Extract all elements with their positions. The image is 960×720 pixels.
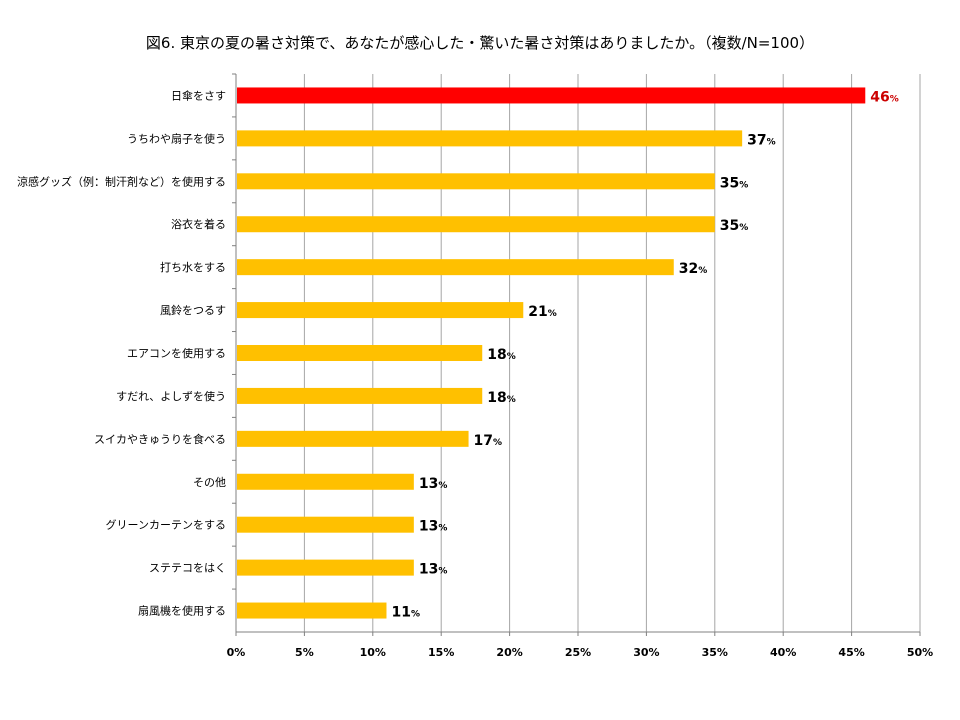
category-label: 涼感グッズ（例：制汗剤など）を使用する: [17, 174, 226, 188]
category-label: すだれ、よしずを使う: [116, 390, 226, 403]
category-label: 風鈴をつるす: [160, 303, 226, 317]
data-label: 18%: [487, 347, 516, 363]
category-label: うちわや扇子を使う: [127, 131, 226, 145]
category-label: グリーンカーテンをする: [106, 518, 226, 532]
axes: [232, 73, 921, 636]
data-label: 46%: [870, 89, 899, 105]
data-label: 17%: [474, 433, 503, 449]
bar: [237, 387, 483, 404]
x-tick-label: 10%: [360, 646, 386, 659]
x-tick-label: 15%: [428, 646, 454, 659]
bar: [237, 130, 743, 147]
category-label: 扇風機を使用する: [138, 604, 226, 618]
bar: [237, 430, 469, 447]
x-tick-label: 5%: [295, 646, 314, 659]
data-label: 11%: [391, 605, 420, 621]
data-label: 13%: [419, 562, 448, 578]
bar: [237, 516, 414, 533]
data-label: 18%: [487, 390, 516, 406]
bar: [237, 602, 387, 619]
bar: [237, 345, 483, 361]
bar: [237, 173, 715, 190]
x-tick-label: 45%: [838, 646, 864, 659]
bar-highlight: [237, 87, 866, 104]
bar: [237, 259, 674, 276]
category-label: その他: [193, 476, 226, 489]
category-label: 日傘をさす: [171, 89, 226, 102]
x-tick-label: 25%: [565, 646, 591, 659]
data-label: 32%: [679, 261, 708, 277]
data-label: 13%: [419, 519, 448, 535]
bar: [237, 216, 715, 233]
data-label: 21%: [528, 304, 557, 320]
category-label: 打ち水をする: [160, 260, 226, 274]
category-label: エアコンを使用する: [127, 347, 226, 360]
x-tick-label: 40%: [770, 646, 796, 659]
category-labels: 日傘をさすうちわや扇子を使う涼感グッズ（例：制汗剤など）を使用する浴衣を着る打ち…: [17, 89, 226, 617]
bar: [237, 302, 524, 319]
x-tick-label: 35%: [702, 646, 728, 659]
x-tick-label: 20%: [496, 646, 522, 659]
chart-title: 図6. 東京の夏の暑さ対策で、あなたが感心した・驚いた暑さ対策はありましたか。（…: [145, 34, 815, 52]
x-tick-label: 0%: [227, 646, 246, 659]
data-label: 35%: [720, 175, 749, 191]
data-label: 13%: [419, 476, 448, 492]
bars: [237, 87, 866, 619]
x-tick-label: 50%: [907, 646, 933, 659]
category-label: スイカやきゅうりを食べる: [94, 432, 226, 446]
category-label: 浴衣を着る: [171, 217, 226, 231]
bar: [237, 559, 414, 576]
data-label: 35%: [720, 218, 749, 234]
category-label: ステテコをはく: [149, 562, 226, 575]
bar: [237, 473, 414, 490]
data-label: 37%: [747, 132, 776, 148]
x-tick-label: 30%: [633, 646, 659, 659]
x-tick-labels: 0% 5% 10% 15% 20% 25% 30% 35% 40% 45% 50%: [227, 646, 934, 659]
